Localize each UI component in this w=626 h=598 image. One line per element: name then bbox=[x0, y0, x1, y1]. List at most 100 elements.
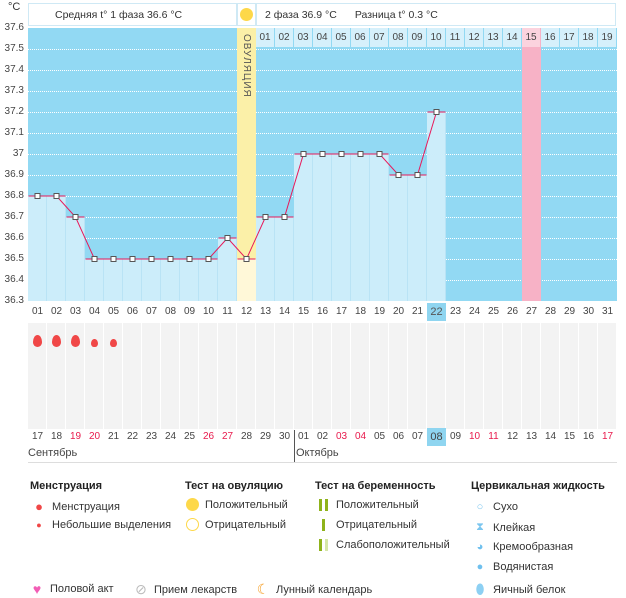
calendar-date[interactable]: 16 bbox=[582, 431, 595, 442]
temperature-point[interactable] bbox=[414, 172, 421, 178]
y-tick-label: 36.7 bbox=[4, 211, 24, 222]
calendar-date[interactable]: 17 bbox=[601, 431, 614, 442]
temperature-point[interactable] bbox=[167, 256, 174, 262]
temperature-bar bbox=[28, 196, 47, 301]
temperature-point[interactable] bbox=[338, 151, 345, 157]
calendar-date[interactable]: 28 bbox=[240, 431, 253, 442]
legend-lunar-calendar[interactable]: ☾ Лунный календарь bbox=[256, 581, 373, 598]
calendar-date[interactable]: 13 bbox=[525, 431, 538, 442]
calendar-date[interactable]: 27 bbox=[221, 431, 234, 442]
legend-ovulation-negative: Отрицательный bbox=[185, 518, 286, 531]
legend-spotting: ● Небольшие выделения bbox=[32, 519, 171, 531]
calendar-date[interactable]: 10 bbox=[468, 431, 481, 442]
phase2-day-label: 11 bbox=[446, 28, 464, 47]
calendar-date[interactable]: 03 bbox=[335, 431, 348, 442]
temperature-line bbox=[37, 111, 437, 260]
calendar-date[interactable]: 07 bbox=[411, 431, 424, 442]
calendar-date[interactable]: 20 bbox=[88, 431, 101, 442]
temperature-point[interactable] bbox=[91, 256, 98, 262]
x-tick-label: 03 bbox=[69, 306, 82, 317]
phase1-average: Средняя t° 1 фаза 36.6 °C bbox=[28, 3, 237, 26]
x-tick-label: 30 bbox=[582, 306, 595, 317]
calendar-date[interactable]: 08 bbox=[427, 428, 446, 446]
month-label: Сентябрь bbox=[28, 447, 78, 459]
event-cell bbox=[579, 323, 597, 429]
temperature-point[interactable] bbox=[281, 214, 288, 220]
temperature-point[interactable] bbox=[433, 109, 440, 115]
calendar-date[interactable]: 15 bbox=[563, 431, 576, 442]
ovulation-label: ОВУЛЯЦИЯ bbox=[241, 34, 252, 98]
temperature-point[interactable] bbox=[72, 214, 79, 220]
temperature-point[interactable] bbox=[357, 151, 364, 157]
calendar-date[interactable]: 04 bbox=[354, 431, 367, 442]
x-tick-label: 31 bbox=[601, 306, 614, 317]
difference-text: Разница t° 0.3 °C bbox=[354, 8, 438, 21]
event-cell bbox=[446, 323, 464, 429]
calendar-date[interactable]: 24 bbox=[164, 431, 177, 442]
x-tick-label: 01 bbox=[31, 306, 44, 317]
y-tick-label: 37.6 bbox=[4, 22, 24, 33]
egg-white-icon: ⬮ bbox=[475, 581, 485, 597]
calendar-date[interactable]: 14 bbox=[544, 431, 557, 442]
calendar-date[interactable]: 29 bbox=[259, 431, 272, 442]
phase2-day-label: 07 bbox=[370, 28, 388, 47]
event-cell bbox=[541, 323, 559, 429]
calendar-date[interactable]: 21 bbox=[107, 431, 120, 442]
gridline bbox=[28, 112, 617, 113]
event-cell bbox=[408, 323, 426, 429]
temperature-point[interactable] bbox=[224, 235, 231, 241]
calendar-date[interactable]: 09 bbox=[449, 431, 462, 442]
x-tick-label: 21 bbox=[411, 306, 424, 317]
calendar-date[interactable]: 06 bbox=[392, 431, 405, 442]
gridline bbox=[28, 49, 617, 50]
calendar-date[interactable]: 26 bbox=[202, 431, 215, 442]
calendar-date[interactable]: 02 bbox=[316, 431, 329, 442]
calendar-date[interactable]: 25 bbox=[183, 431, 196, 442]
calendar-date[interactable]: 05 bbox=[373, 431, 386, 442]
calendar-date[interactable]: 23 bbox=[145, 431, 158, 442]
phase2-day-label: 01 bbox=[256, 28, 274, 47]
temperature-point[interactable] bbox=[34, 193, 41, 199]
empty-circle-icon bbox=[185, 518, 199, 531]
temperature-point[interactable] bbox=[110, 256, 117, 262]
temperature-bar bbox=[66, 217, 85, 301]
temperature-point[interactable] bbox=[319, 151, 326, 157]
legend-pregnancy-positive: Положительный bbox=[316, 499, 419, 511]
temperature-point[interactable] bbox=[262, 214, 269, 220]
blood-drop-icon bbox=[51, 335, 62, 347]
month-divider bbox=[294, 430, 295, 462]
y-tick-label: 36.5 bbox=[4, 253, 24, 264]
calendar-date[interactable]: 01 bbox=[297, 431, 310, 442]
legend-label: Менструация bbox=[52, 500, 120, 513]
temperature-point[interactable] bbox=[205, 256, 212, 262]
temperature-point[interactable] bbox=[148, 256, 155, 262]
event-cell bbox=[142, 323, 160, 429]
legend-label: Яичный белок bbox=[493, 583, 566, 596]
calendar-date[interactable]: 11 bbox=[488, 431, 499, 442]
temperature-point[interactable] bbox=[129, 256, 136, 262]
y-tick-label: 37.3 bbox=[4, 85, 24, 96]
temperature-point[interactable] bbox=[376, 151, 383, 157]
calendar-date[interactable]: 18 bbox=[50, 431, 63, 442]
x-tick-label: 19 bbox=[373, 306, 386, 317]
temperature-point[interactable] bbox=[53, 193, 60, 199]
legend-label: Положительный bbox=[336, 499, 419, 511]
calendar-date[interactable]: 22 bbox=[126, 431, 139, 442]
calendar-date[interactable]: 30 bbox=[278, 431, 291, 442]
temperature-point[interactable] bbox=[243, 256, 250, 262]
event-cell bbox=[294, 323, 312, 429]
ovulation-column bbox=[237, 28, 256, 301]
calendar-date[interactable]: 12 bbox=[506, 431, 519, 442]
event-cell bbox=[237, 323, 255, 429]
y-tick-label: 37.1 bbox=[4, 127, 24, 138]
calendar-date[interactable]: 17 bbox=[31, 431, 44, 442]
temperature-point[interactable] bbox=[395, 172, 402, 178]
legend-intercourse: ♥ Половой акт bbox=[30, 581, 114, 597]
x-tick-label: 15 bbox=[297, 306, 310, 317]
legend-ovulation-positive: Положительный bbox=[185, 498, 288, 511]
legend-label: Отрицательный bbox=[336, 519, 417, 531]
temperature-point[interactable] bbox=[300, 151, 307, 157]
x-tick-label: 10 bbox=[202, 306, 215, 317]
temperature-point[interactable] bbox=[186, 256, 193, 262]
calendar-date[interactable]: 19 bbox=[69, 431, 82, 442]
